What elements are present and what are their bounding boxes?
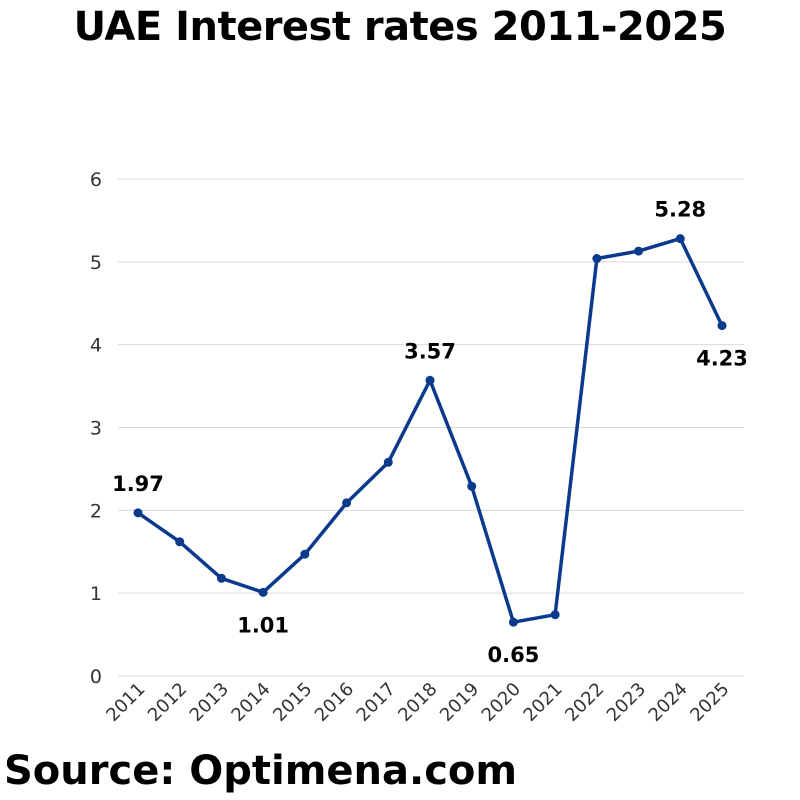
data-point: [175, 537, 185, 547]
gridlines: [118, 178, 744, 677]
x-tick-label: 2011: [102, 679, 149, 726]
x-tick-label: 2018: [394, 679, 441, 726]
data-point: [258, 587, 268, 597]
data-point: [508, 617, 518, 627]
y-axis-ticks: 0 1 2 3 4 5 6: [90, 169, 102, 688]
data-label: 1.01: [237, 613, 289, 637]
data-point: [467, 481, 477, 491]
data-point: [550, 610, 560, 620]
data-point: [216, 573, 226, 583]
data-point: [675, 234, 685, 244]
y-tick-label: 1: [90, 583, 102, 605]
data-point: [425, 375, 435, 385]
data-label: 0.65: [488, 643, 540, 667]
x-tick-label: 2017: [353, 679, 400, 726]
y-tick-label: 4: [90, 335, 102, 357]
data-points: [133, 234, 727, 627]
x-tick-label: 2023: [603, 679, 650, 726]
x-axis-ticks: 2011201220132014201520162017201820192020…: [102, 679, 733, 726]
data-point: [717, 321, 727, 331]
data-point: [592, 254, 602, 264]
x-tick-label: 2024: [645, 679, 692, 726]
x-tick-label: 2025: [686, 679, 733, 726]
y-tick-label: 2: [90, 500, 102, 522]
x-tick-label: 2014: [227, 679, 274, 726]
x-tick-label: 2013: [186, 679, 233, 726]
data-label: 3.57: [404, 339, 456, 363]
data-point: [342, 498, 352, 508]
y-tick-label: 3: [90, 418, 102, 440]
x-tick-label: 2016: [311, 679, 358, 726]
x-tick-label: 2015: [269, 679, 316, 726]
data-point: [300, 549, 310, 559]
data-label: 5.28: [654, 198, 706, 222]
data-point: [383, 457, 393, 467]
series-line: [136, 236, 724, 624]
y-tick-label: 6: [90, 169, 102, 191]
data-label: 4.23: [696, 347, 748, 371]
y-tick-label: 0: [90, 666, 102, 688]
x-tick-label: 2020: [478, 679, 525, 726]
data-point: [634, 246, 644, 256]
data-labels: 1.97 1.01 3.57 0.65 5.28 4.23: [112, 198, 748, 668]
source-caption: Source: Optimena.com: [4, 748, 518, 794]
x-tick-label: 2019: [436, 679, 483, 726]
data-point: [133, 508, 143, 518]
y-tick-label: 5: [90, 252, 102, 274]
data-label: 1.97: [112, 472, 164, 496]
chart-title: UAE Interest rates 2011-2025: [73, 4, 727, 50]
x-tick-label: 2021: [519, 679, 566, 726]
x-tick-label: 2022: [561, 679, 608, 726]
series-polyline: [136, 236, 724, 624]
x-tick-label: 2012: [144, 679, 191, 726]
